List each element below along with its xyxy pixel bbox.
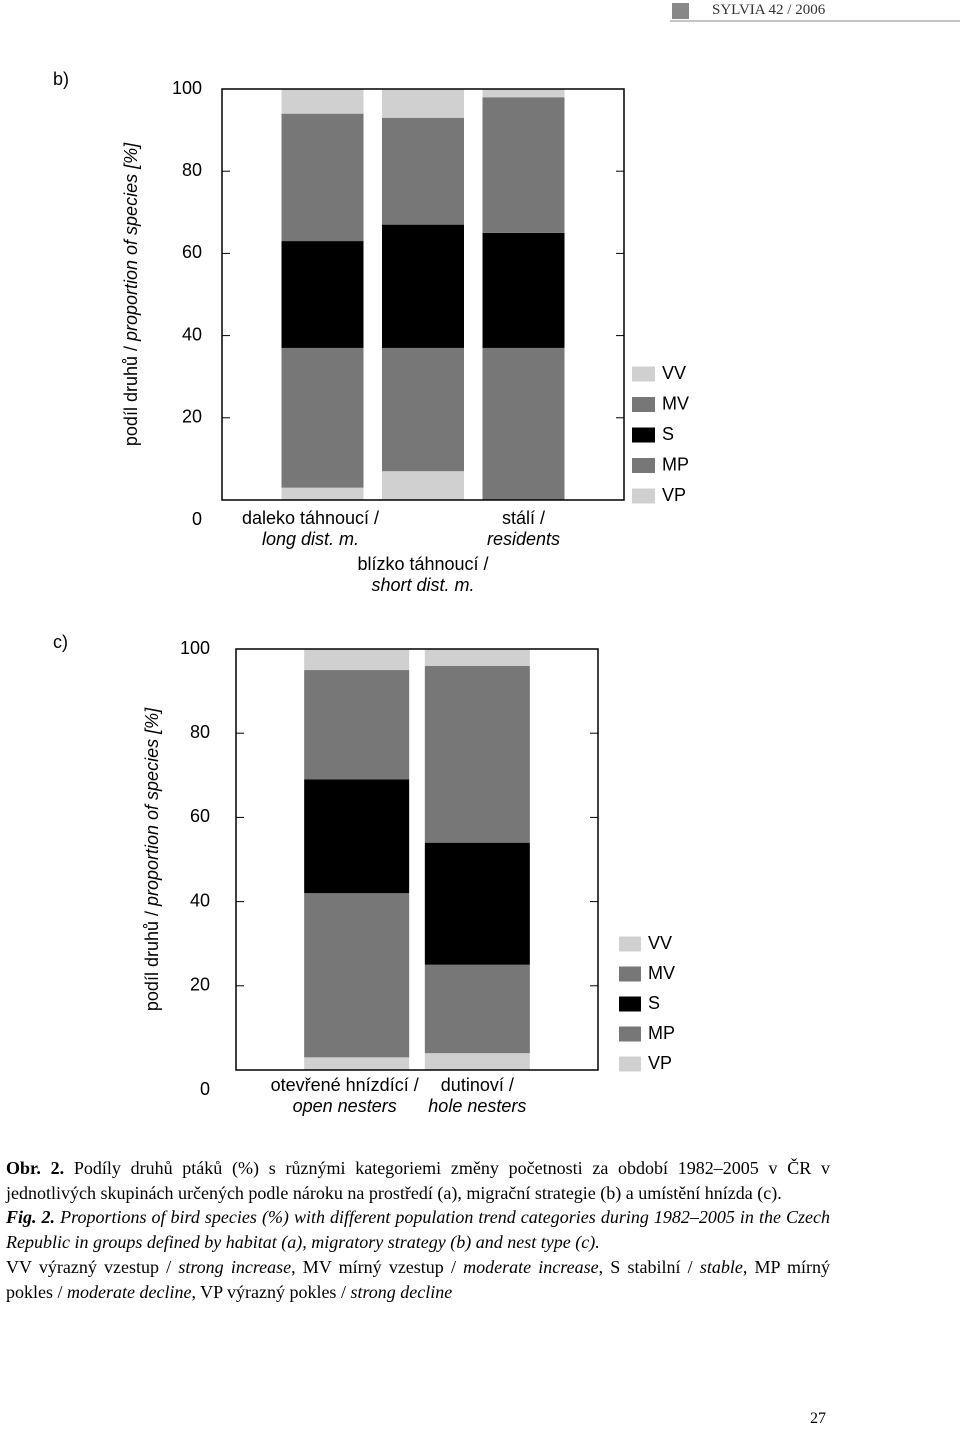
bar-segment (482, 232, 565, 348)
plot-frame (221, 88, 625, 501)
bar-segment (382, 224, 464, 348)
bar-segment (281, 347, 364, 488)
y-tick-label: 20 (182, 407, 202, 427)
y-tick-label: 40 (190, 890, 210, 910)
y-tick-label: 0 (192, 509, 202, 529)
legend-swatch (632, 488, 655, 504)
panel-label: b) (53, 69, 69, 89)
bar-segment (382, 89, 464, 118)
header-marker (672, 3, 689, 19)
x-tick-label: long dist. m. (262, 529, 359, 549)
x-tick-label: daleko táhnoucí / (242, 508, 379, 528)
running-header: SYLVIA 42 / 2006 (712, 2, 826, 18)
bar-segment (304, 779, 410, 894)
legend-swatch (632, 427, 655, 443)
caption-key-part: , MP mírný pokles / (6, 1256, 830, 1302)
bar-segment (304, 670, 410, 780)
bar-segment (304, 1057, 410, 1070)
y-tick-label: 80 (190, 722, 210, 742)
x-tick-label: otevřené hnízdící / (271, 1075, 419, 1095)
legend-label: VV (648, 933, 672, 953)
y-axis-label-part: proportion of species [%] (121, 142, 141, 342)
legend-swatch (619, 966, 641, 982)
caption-text: Podíly druhů ptáků (%) s různými kategor… (6, 1158, 830, 1203)
bar-segment (424, 665, 530, 843)
y-tick-label: 100 (180, 638, 210, 658)
y-axis-label-part: proportion of species [%] (142, 707, 162, 907)
bar-segment (482, 347, 565, 500)
bar-segment (424, 964, 530, 1054)
y-tick-label: 100 (172, 78, 202, 98)
legend-swatch (619, 996, 641, 1012)
legend-swatch (619, 1056, 641, 1072)
legend-swatch (632, 397, 655, 412)
bar-segment (281, 487, 364, 500)
legend-label: S (662, 424, 674, 444)
y-tick-label: 60 (182, 242, 202, 262)
y-axis-label-part: podíl druhů / (121, 341, 141, 446)
y-axis-label: podíl druhů / proportion of species [%] (121, 142, 141, 446)
y-tick-label: 0 (200, 1079, 210, 1099)
caption-key-part: stable (699, 1256, 743, 1277)
legend-swatch (619, 936, 641, 952)
bar-segment (281, 89, 364, 114)
caption-en: Fig. 2. Proportions of bird species (%) … (6, 1205, 830, 1254)
y-axis-label-part: podíl druhů / (142, 906, 162, 1011)
plot-frame (235, 648, 599, 1071)
x-tick-label: stálí / (502, 508, 545, 528)
bar-segment (304, 893, 410, 1058)
x-tick-label: dutinoví / (441, 1075, 514, 1095)
caption-label: Obr. 2. (6, 1158, 65, 1178)
bar-segment (281, 113, 364, 242)
y-tick-label: 40 (182, 324, 202, 344)
bar-segment (424, 649, 530, 666)
caption-key-part: moderate increase (463, 1256, 599, 1277)
figure-caption: Obr. 2. Podíly druhů ptáků (%) s různými… (6, 1156, 830, 1304)
x-tick-label: blízko táhnoucí / (357, 554, 488, 574)
bar-segment (382, 471, 464, 500)
bar-segment (281, 241, 364, 348)
y-tick-label: 60 (190, 806, 210, 826)
caption-label: Fig. 2. (6, 1207, 56, 1228)
y-tick-label: 20 (190, 975, 210, 995)
legend-label: MV (662, 393, 689, 413)
bar-segment (482, 89, 565, 98)
bar-segment (382, 117, 464, 225)
caption-text: Proportions of bird species (%) with dif… (6, 1207, 830, 1253)
caption-key-part: VV výrazný vzestup / (6, 1256, 179, 1277)
panel-label: c) (53, 632, 68, 652)
legend-swatch (632, 458, 655, 473)
legend-label: MV (648, 963, 675, 983)
y-tick-label: 80 (182, 160, 202, 180)
caption-cz: Obr. 2. Podíly druhů ptáků (%) s různými… (6, 1156, 830, 1205)
legend-swatch (619, 1026, 641, 1042)
legend-label: MP (648, 1023, 675, 1043)
x-tick-label: hole nesters (428, 1096, 526, 1116)
bar-segment (424, 842, 530, 965)
legend-label: MP (662, 454, 689, 474)
legend-label: VV (662, 363, 686, 383)
x-tick-label: residents (487, 529, 560, 549)
caption-key-part: , S stabilní / (598, 1256, 700, 1277)
y-axis-label: podíl druhů / proportion of species [%] (142, 707, 162, 1011)
caption-key-part: moderate decline (67, 1281, 192, 1302)
bar-segment (304, 649, 410, 671)
caption-key: VV výrazný vzestup / strong increase, MV… (6, 1255, 830, 1304)
caption-key-part: , VP výrazný pokles / (191, 1281, 351, 1302)
legend-swatch (632, 366, 655, 382)
bar-segment (382, 347, 464, 472)
caption-key-part: strong increase (178, 1256, 292, 1277)
bar-segment (424, 1053, 530, 1070)
page-number: 27 (810, 1410, 826, 1427)
caption-key-part: strong decline (350, 1281, 453, 1302)
bar-segment (482, 97, 565, 233)
legend-label: S (648, 993, 660, 1013)
x-tick-label: open nesters (293, 1096, 397, 1116)
legend-label: VP (662, 485, 686, 505)
caption-key-part: , MV mírný vzestup / (291, 1256, 464, 1277)
legend-label: VP (648, 1053, 672, 1073)
x-tick-label: short dist. m. (371, 575, 474, 595)
